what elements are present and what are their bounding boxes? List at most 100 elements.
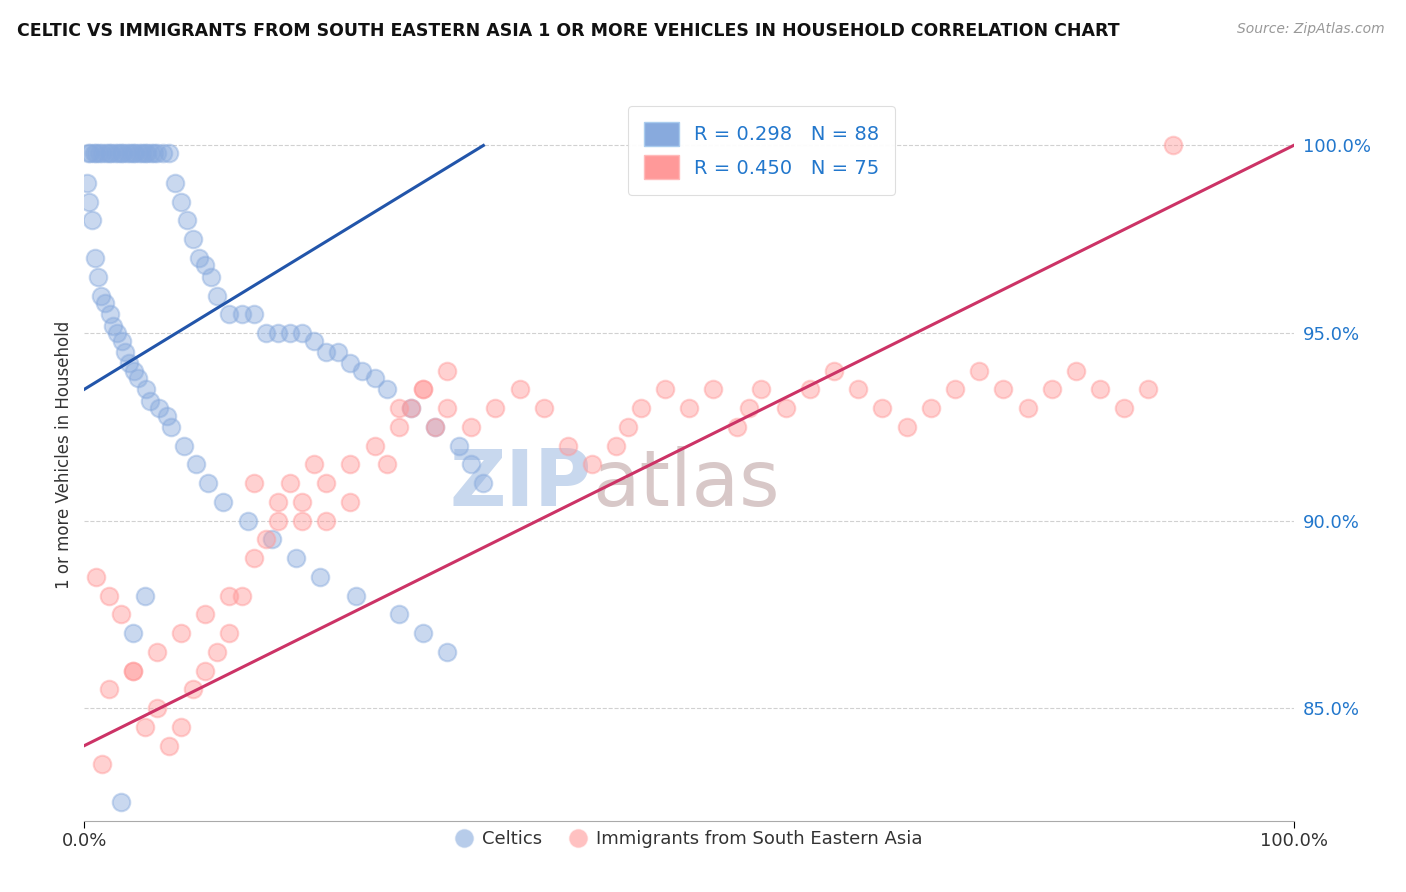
Point — [1017, 401, 1039, 415]
Point — [388, 401, 411, 415]
Point — [302, 334, 325, 348]
Point — [823, 363, 845, 377]
Point — [285, 551, 308, 566]
Point — [751, 382, 773, 396]
Point — [315, 476, 337, 491]
Point — [138, 393, 160, 408]
Point — [1064, 363, 1087, 377]
Point — [412, 382, 434, 396]
Point — [207, 288, 229, 302]
Point — [170, 720, 193, 734]
Point — [254, 326, 277, 340]
Y-axis label: 1 or more Vehicles in Household: 1 or more Vehicles in Household — [55, 321, 73, 589]
Point — [100, 145, 122, 160]
Point — [278, 476, 301, 491]
Point — [399, 401, 422, 415]
Point — [118, 356, 141, 370]
Point — [200, 269, 222, 284]
Point — [605, 438, 627, 452]
Point — [143, 145, 166, 160]
Point — [173, 438, 195, 452]
Point — [197, 476, 219, 491]
Point — [148, 401, 170, 415]
Point — [436, 363, 458, 377]
Point — [484, 401, 506, 415]
Point — [146, 645, 169, 659]
Point — [242, 551, 264, 566]
Point — [328, 344, 350, 359]
Point — [155, 409, 177, 423]
Point — [103, 318, 125, 333]
Point — [76, 176, 98, 190]
Point — [121, 664, 143, 678]
Point — [267, 495, 290, 509]
Point — [352, 363, 374, 377]
Point — [423, 419, 446, 434]
Point — [702, 382, 724, 396]
Point — [90, 288, 112, 302]
Point — [98, 307, 121, 321]
Point — [799, 382, 821, 396]
Point — [104, 145, 127, 160]
Point — [412, 626, 434, 640]
Point — [218, 589, 240, 603]
Text: ZIP: ZIP — [450, 446, 592, 522]
Point — [291, 495, 314, 509]
Point — [127, 371, 149, 385]
Point — [94, 296, 117, 310]
Text: atlas: atlas — [592, 446, 780, 522]
Point — [91, 145, 114, 160]
Point — [630, 401, 652, 415]
Point — [581, 458, 603, 472]
Point — [134, 720, 156, 734]
Point — [943, 382, 966, 396]
Point — [120, 145, 142, 160]
Point — [134, 589, 156, 603]
Point — [128, 145, 150, 160]
Point — [242, 476, 264, 491]
Point — [399, 401, 422, 415]
Point — [80, 213, 103, 227]
Point — [207, 645, 229, 659]
Point — [77, 145, 100, 160]
Point — [388, 419, 411, 434]
Point — [896, 419, 918, 434]
Point — [134, 145, 156, 160]
Point — [363, 438, 385, 452]
Point — [194, 259, 217, 273]
Point — [309, 570, 332, 584]
Point — [278, 326, 301, 340]
Point — [135, 382, 157, 396]
Point — [181, 682, 204, 697]
Point — [725, 419, 748, 434]
Point — [1161, 138, 1184, 153]
Point — [509, 382, 531, 396]
Point — [121, 664, 143, 678]
Point — [363, 371, 385, 385]
Point — [86, 570, 108, 584]
Point — [212, 495, 235, 509]
Point — [87, 145, 110, 160]
Point — [654, 382, 676, 396]
Point — [236, 514, 259, 528]
Point — [533, 401, 555, 415]
Point — [122, 363, 145, 377]
Point — [110, 795, 132, 809]
Point — [110, 145, 132, 160]
Point — [112, 145, 135, 160]
Point — [1137, 382, 1160, 396]
Point — [194, 607, 217, 622]
Point — [1114, 401, 1136, 415]
Point — [86, 145, 108, 160]
Point — [94, 145, 117, 160]
Point — [79, 145, 101, 160]
Point — [242, 307, 264, 321]
Point — [107, 145, 129, 160]
Point — [302, 458, 325, 472]
Point — [105, 326, 128, 340]
Point — [388, 607, 411, 622]
Point — [920, 401, 942, 415]
Point — [375, 458, 398, 472]
Point — [436, 645, 458, 659]
Point — [291, 326, 314, 340]
